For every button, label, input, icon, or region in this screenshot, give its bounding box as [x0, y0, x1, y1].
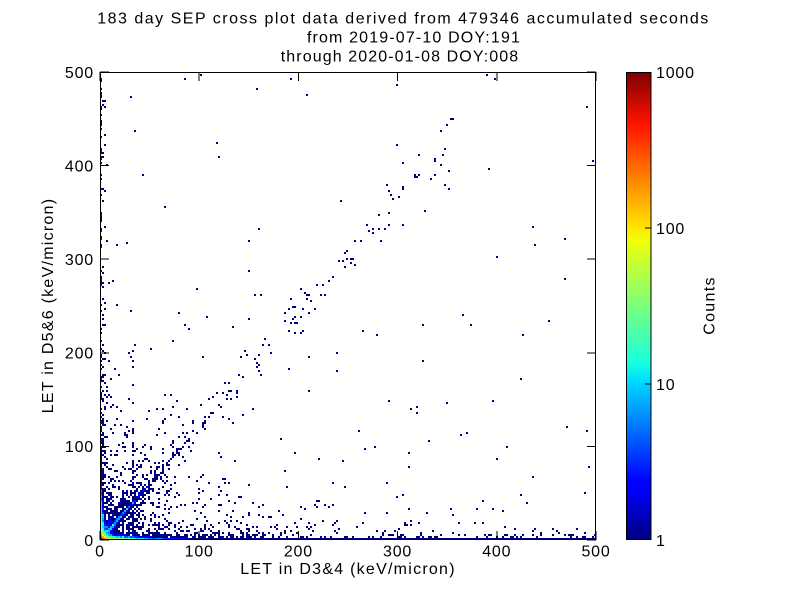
svg-text:500: 500: [65, 65, 94, 82]
svg-text:from 2019-07-10 DOY:191: from 2019-07-10 DOY:191: [307, 29, 521, 46]
svg-text:400: 400: [482, 544, 511, 561]
svg-text:through 2020-01-08 DOY:008: through 2020-01-08 DOY:008: [281, 48, 520, 65]
svg-text:400: 400: [65, 158, 94, 175]
svg-text:500: 500: [581, 544, 610, 561]
svg-text:0: 0: [84, 533, 94, 550]
svg-text:10: 10: [656, 377, 675, 394]
svg-text:LET in D3&4 (keV/micron): LET in D3&4 (keV/micron): [240, 561, 456, 578]
svg-text:300: 300: [383, 544, 412, 561]
svg-text:200: 200: [284, 544, 313, 561]
svg-text:100: 100: [185, 544, 214, 561]
svg-text:100: 100: [656, 221, 685, 238]
svg-text:LET in D5&6 (keV/micron): LET in D5&6 (keV/micron): [40, 198, 57, 414]
svg-text:1000: 1000: [656, 65, 695, 82]
svg-text:300: 300: [65, 252, 94, 269]
svg-text:Counts: Counts: [702, 276, 719, 335]
svg-text:0: 0: [95, 544, 105, 561]
svg-text:1: 1: [656, 533, 666, 550]
svg-text:183 day SEP cross plot data de: 183 day SEP cross plot data derived from…: [97, 11, 710, 28]
svg-text:100: 100: [65, 439, 94, 456]
svg-text:200: 200: [65, 346, 94, 363]
